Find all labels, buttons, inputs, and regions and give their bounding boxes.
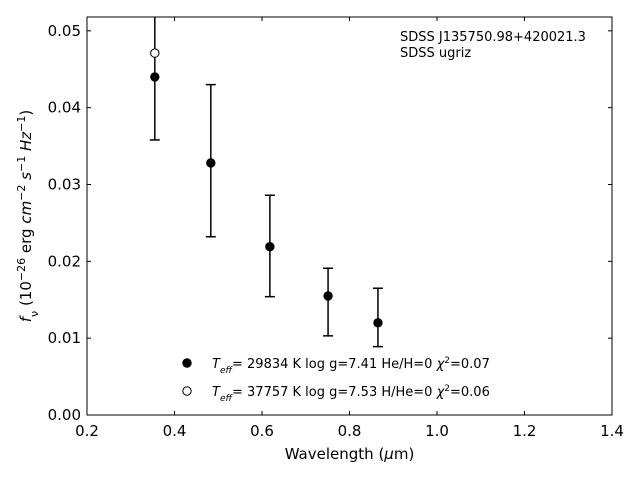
y-tick-label: 0.01 <box>48 329 81 347</box>
filled-point <box>373 318 383 328</box>
legend-marker <box>182 358 192 368</box>
filled-point <box>323 291 333 301</box>
y-axis-label: fν (10−26 erg cm−2 s−1 Hz−1) <box>15 110 41 323</box>
filled-point <box>150 72 160 82</box>
legend: Teff= 29834 K log g=7.41 He/H=0 χ2=0.07 T… <box>182 356 490 404</box>
x-tick-label: 1.0 <box>425 422 449 440</box>
y-tick-label: 0.03 <box>48 175 81 193</box>
legend-label: Teff= 29834 K log g=7.41 He/H=0 χ2=0.07 <box>212 356 490 376</box>
plot-frame <box>86 16 613 416</box>
y-tick-label: 0.00 <box>48 406 81 424</box>
filled-point <box>206 158 216 168</box>
x-tick-label: 0.2 <box>75 422 99 440</box>
y-tick-label: 0.05 <box>48 22 81 40</box>
plot-marks <box>149 17 383 348</box>
filled-point <box>265 242 275 252</box>
open-point <box>150 48 160 58</box>
axes: 0.2 0.4 0.6 0.8 1.0 1.2 1.4 0.00 0.01 0.02 0.03 0.0… <box>15 17 624 463</box>
x-axis-label: Wavelength (μm) <box>285 445 415 463</box>
data-layer <box>149 17 383 348</box>
legend-label: Teff= 37757 K log g=7.53 H/He=0 χ2=0.06 <box>212 384 490 404</box>
x-tick-label: 0.8 <box>338 422 362 440</box>
x-tick-label: 0.4 <box>163 422 187 440</box>
x-tick-label: 0.6 <box>250 422 274 440</box>
x-tick-label: 1.4 <box>600 422 624 440</box>
y-tick-label: 0.04 <box>48 99 81 117</box>
object-name: SDSS J135750.98+420021.3 <box>400 30 586 45</box>
survey-name: SDSS ugriz <box>400 46 471 61</box>
x-tick-label: 1.2 <box>513 422 537 440</box>
legend-marker <box>182 386 192 396</box>
y-tick-label: 0.02 <box>48 252 81 270</box>
